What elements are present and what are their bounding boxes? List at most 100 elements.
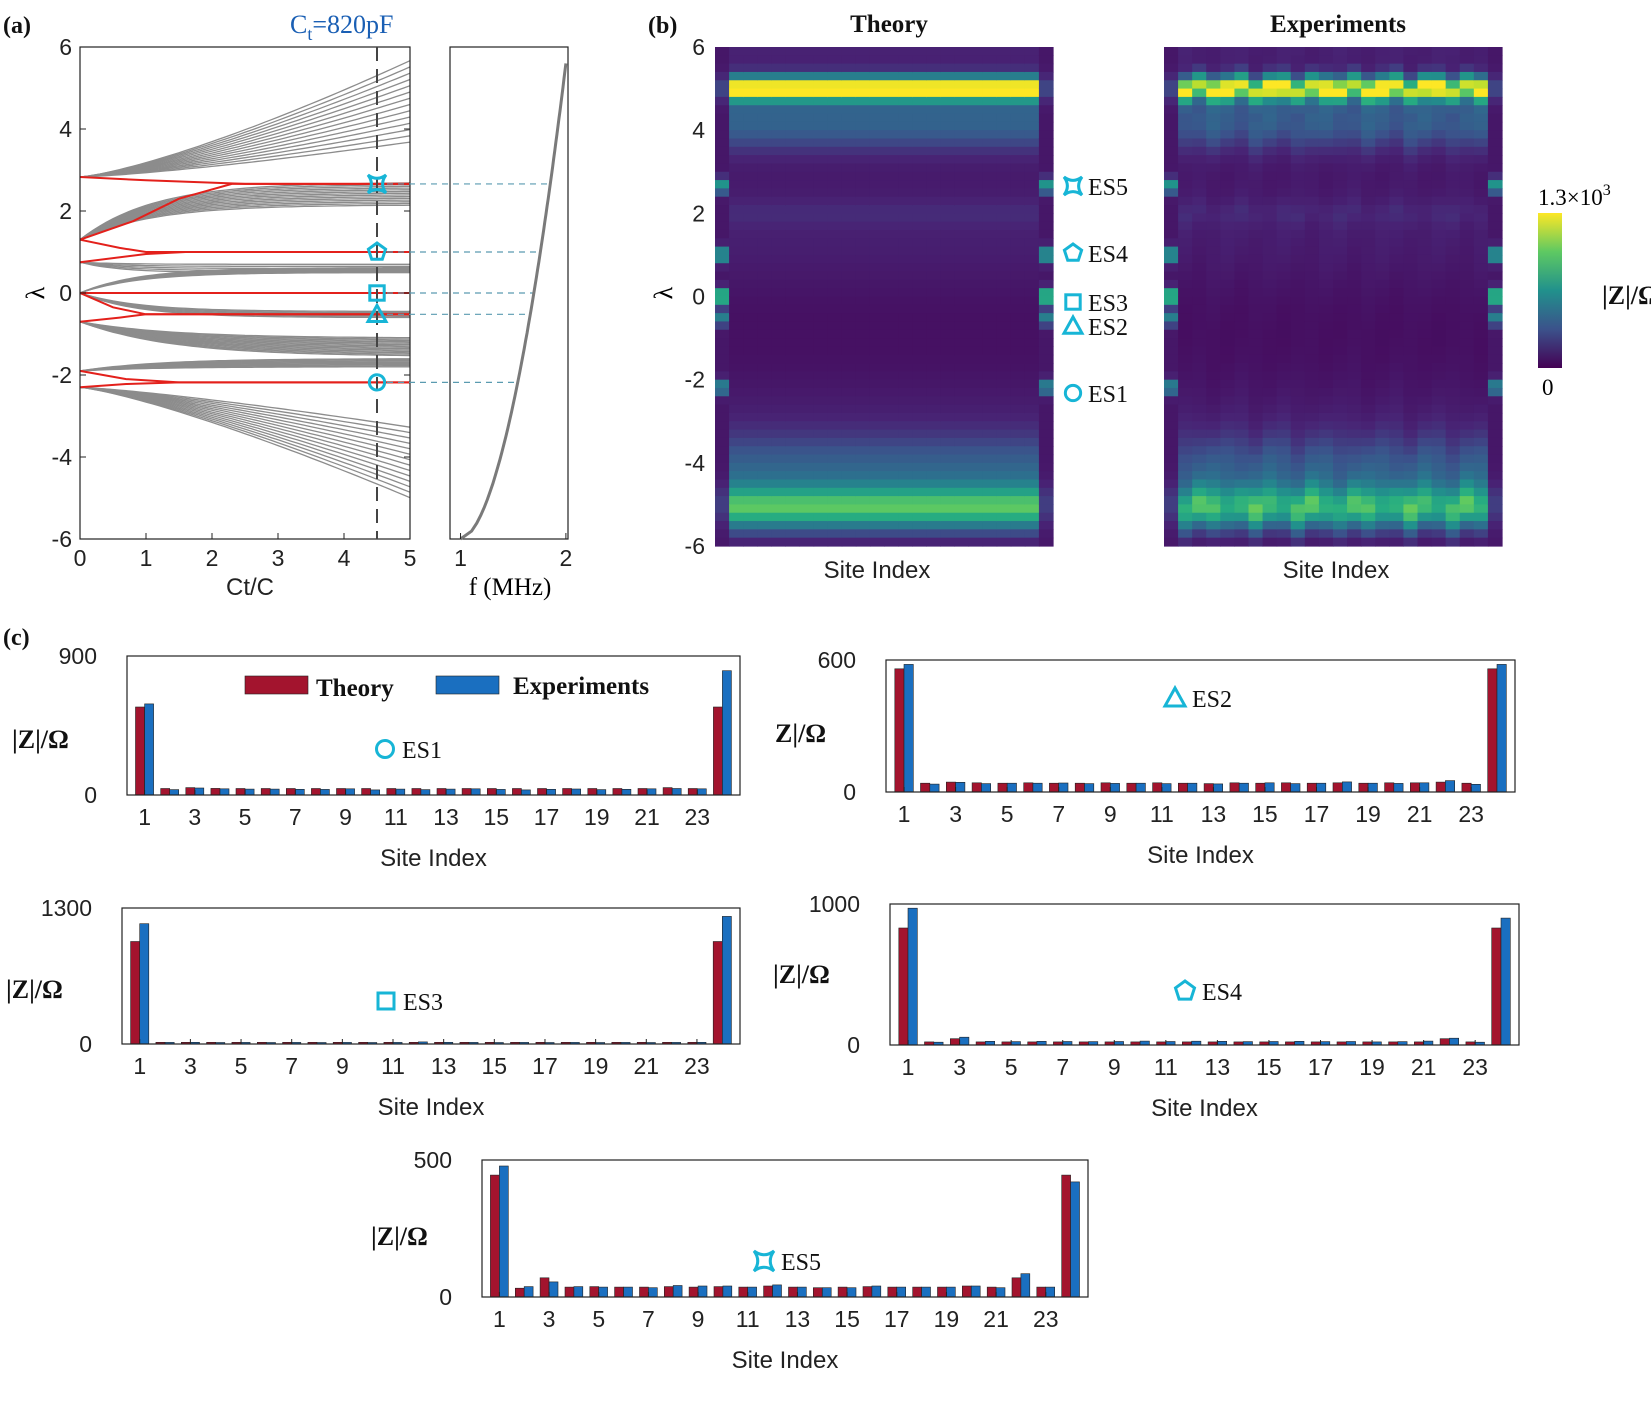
heatmap-cell	[1347, 446, 1362, 456]
heatmap-cell	[1220, 221, 1236, 231]
bar-theory	[1061, 1174, 1071, 1298]
heatmap-cell	[757, 496, 772, 506]
heatmap-cell	[1234, 487, 1250, 497]
heatmap-cell	[757, 80, 772, 90]
heatmap-cell	[1347, 55, 1362, 65]
heatmap-cell	[841, 254, 857, 264]
heatmap-cell	[729, 213, 744, 223]
heatmap-cell	[1389, 363, 1405, 372]
heatmap-cell	[1375, 254, 1390, 264]
heatmap-cell	[799, 213, 815, 223]
bar-theory	[1203, 783, 1214, 793]
heatmap-cell	[757, 521, 772, 530]
heatmap-cell	[1318, 130, 1334, 140]
heatmap-cell	[1347, 437, 1362, 447]
heatmap-cell	[841, 146, 857, 156]
heatmap-cell	[996, 105, 1012, 115]
heatmap-cell	[940, 246, 956, 256]
heatmap-cell	[1178, 512, 1193, 522]
heatmap-cell	[912, 96, 927, 106]
heatmap-cell	[813, 155, 829, 165]
heatmap-cell	[912, 371, 927, 381]
heatmap-cell	[1164, 429, 1179, 439]
heatmap-cell	[1304, 504, 1320, 514]
heatmap-cell	[869, 63, 885, 73]
xtick-label: 21	[1411, 1054, 1437, 1080]
ct-label: Ct=820pF	[290, 10, 393, 44]
heatmap-cell	[869, 429, 885, 439]
heatmap-cell	[898, 229, 913, 239]
heatmap-cell	[1417, 504, 1433, 514]
heatmap-cell	[1417, 537, 1433, 547]
heatmap-cell	[729, 55, 744, 65]
heatmap-cell	[743, 396, 758, 406]
heatmap-cell	[996, 321, 1012, 331]
bar-chart-xlabel: Site Index	[380, 845, 487, 872]
heatmap-cell	[954, 263, 970, 273]
heatmap-cell	[1234, 80, 1250, 90]
heatmap-cell	[940, 304, 956, 314]
heatmap-cell	[813, 105, 829, 115]
heatmap-cell	[1347, 404, 1362, 414]
heatmap-cell	[1473, 205, 1489, 214]
heatmap-cell	[1178, 279, 1193, 289]
heatmap-cell	[1333, 346, 1348, 356]
heatmap-cell	[841, 163, 857, 173]
heatmap-cell	[1318, 487, 1334, 497]
heatmap-cell	[1192, 462, 1207, 472]
heatmap-cell	[1290, 238, 1306, 248]
heatmap-cell	[926, 238, 941, 248]
heatmap-cell	[1361, 521, 1376, 530]
bar-theory	[185, 787, 196, 796]
heatmap-cell	[869, 529, 885, 539]
heatmap-cell	[827, 521, 843, 530]
heatmap-cell	[996, 146, 1012, 156]
heatmap-cell	[1220, 504, 1236, 514]
freq-plot-frame	[449, 46, 569, 540]
heatmap-cell	[1164, 88, 1179, 98]
heatmap-cell	[1164, 412, 1179, 422]
heatmap-cell	[1164, 354, 1179, 364]
heatmap-cell	[1333, 421, 1348, 431]
heatmap-cell	[1333, 138, 1348, 148]
heatmap-cell	[1206, 155, 1221, 165]
heatmap-cell	[1206, 196, 1221, 206]
heatmap-cell	[1459, 221, 1475, 231]
heatmap-cell	[1038, 462, 1054, 472]
heatmap-cell	[1487, 163, 1503, 173]
heatmap-cell	[1333, 396, 1348, 406]
heatmap-cell	[1459, 421, 1475, 431]
heatmap-cell	[1178, 304, 1193, 314]
heatmap-cell	[813, 63, 829, 73]
heatmap-cell	[1276, 462, 1292, 472]
heatmap-cell	[1473, 462, 1489, 472]
heatmap-cell	[1389, 80, 1405, 90]
heatmap-cell	[1290, 512, 1306, 522]
heatmap-cell	[1459, 462, 1475, 472]
heatmap-cell	[1024, 462, 1040, 472]
heatmap-cell	[1375, 396, 1390, 406]
heatmap-cell	[1206, 321, 1221, 331]
heatmap-cell	[743, 304, 758, 314]
heatmap-cell	[1417, 238, 1433, 248]
heatmap-cell	[1375, 304, 1390, 314]
heatmap-cell	[926, 496, 941, 506]
heatmap-cell	[715, 196, 730, 206]
heatmap-cell	[1318, 254, 1334, 264]
heatmap-cell	[1010, 254, 1026, 264]
heatmap-cell	[1010, 188, 1026, 198]
heatmap-cell	[1234, 529, 1250, 539]
heatmap-cell	[771, 379, 787, 389]
heatmap-cell	[1473, 504, 1489, 514]
heatmap-cell	[1304, 429, 1320, 439]
heatmap-cell	[996, 429, 1012, 439]
heatmap-cell	[1375, 338, 1390, 347]
heatmap-cell	[1248, 421, 1264, 431]
heatmap-cell	[912, 521, 927, 530]
heatmap-cell	[1206, 229, 1221, 239]
heatmap-cell	[1389, 512, 1405, 522]
heatmap-cell	[1178, 205, 1193, 214]
heatmap-cell	[982, 221, 998, 231]
heatmap-cell	[729, 180, 744, 189]
heatmap-cell	[799, 371, 815, 381]
